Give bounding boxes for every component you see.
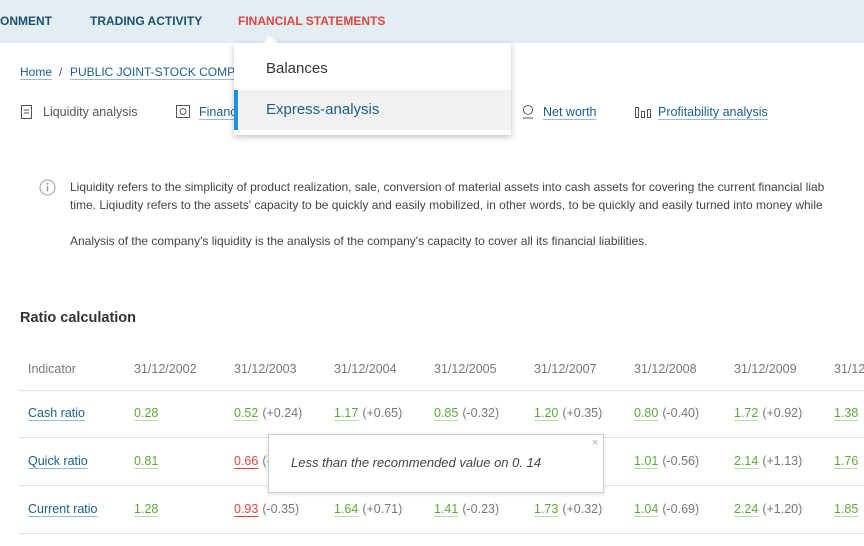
ratio-change: (-0.69) bbox=[662, 502, 700, 516]
info-text: Liquidity refers to the simplicity of pr… bbox=[70, 180, 825, 194]
column-header: 31/12/2004 bbox=[334, 362, 397, 376]
breadcrumb-separator: / bbox=[59, 65, 63, 79]
ratio-change: (-0.23) bbox=[462, 502, 500, 516]
ratio-value[interactable]: 1.28 bbox=[134, 502, 159, 516]
column-header: Indicator bbox=[28, 362, 76, 376]
icon-info bbox=[39, 179, 56, 196]
icon-doc bbox=[21, 105, 32, 119]
menu-item-indicator bbox=[234, 90, 238, 130]
menu-item-highlight bbox=[234, 90, 511, 130]
breadcrumb-link[interactable]: Home bbox=[20, 65, 53, 79]
ratio-change: (+0.35) bbox=[562, 406, 603, 420]
tooltip: Less than the recommended value on 0. 14… bbox=[268, 434, 604, 493]
icon-medal bbox=[523, 105, 533, 119]
ratio-value[interactable]: 2.14 bbox=[734, 454, 759, 468]
ratio-value[interactable]: 0.28 bbox=[134, 406, 159, 420]
column-header: 31/12 bbox=[834, 362, 864, 376]
ratio-change: (- bbox=[262, 454, 271, 468]
ratio-change: (-0.56) bbox=[662, 454, 700, 468]
indicator-link[interactable]: Current ratio bbox=[28, 502, 98, 516]
ratio-value[interactable]: 1.17 bbox=[334, 406, 359, 420]
ratio-value[interactable]: 0.81 bbox=[134, 454, 159, 468]
ratio-value[interactable]: 1.85 bbox=[834, 502, 859, 516]
ratio-value[interactable]: 0.66 bbox=[234, 454, 259, 468]
ratio-value[interactable]: 1.76 bbox=[834, 454, 859, 468]
tab[interactable]: Net worth bbox=[543, 105, 597, 119]
column-header: 31/12/2003 bbox=[234, 362, 297, 376]
ratio-value[interactable]: 0.93 bbox=[234, 502, 259, 516]
tab: Liquidity analysis bbox=[43, 105, 138, 119]
section-title: Ratio calculation bbox=[20, 310, 137, 326]
breadcrumb-link[interactable]: PUBLIC JOINT-STOCK COMPA bbox=[70, 65, 243, 79]
ratio-change: (+0.32) bbox=[562, 502, 603, 516]
info-text: Analysis of the company's liquidity is t… bbox=[70, 234, 648, 248]
ratio-value[interactable]: 1.20 bbox=[534, 406, 559, 420]
ratio-value[interactable]: 0.52 bbox=[234, 406, 259, 420]
menu-item[interactable]: Balances bbox=[266, 60, 328, 77]
column-header: 31/12/2007 bbox=[534, 362, 597, 376]
ratio-value[interactable]: 0.85 bbox=[434, 406, 459, 420]
ratio-value[interactable]: 0.80 bbox=[634, 406, 659, 420]
tab[interactable]: Profitability analysis bbox=[658, 105, 768, 119]
row-divider bbox=[18, 390, 864, 391]
indicator-link[interactable]: Cash ratio bbox=[28, 406, 85, 420]
ratio-value[interactable]: 1.04 bbox=[634, 502, 659, 516]
icon-safe bbox=[176, 105, 190, 118]
ratio-change: (+0.92) bbox=[762, 406, 803, 420]
ratio-value[interactable]: 1.64 bbox=[334, 502, 359, 516]
indicator-link[interactable]: Quick ratio bbox=[28, 454, 88, 468]
ratio-change: (+1.20) bbox=[762, 502, 803, 516]
ratio-change: (+0.71) bbox=[362, 502, 403, 516]
nav-item[interactable]: TRADING ACTIVITY bbox=[90, 14, 203, 28]
ratio-change: (-0.35) bbox=[262, 502, 300, 516]
ratio-change: (+1.13) bbox=[762, 454, 803, 468]
tooltip-close[interactable]: × bbox=[592, 437, 599, 449]
ratio-value[interactable]: 1.72 bbox=[734, 406, 759, 420]
ratio-change: (+0.24) bbox=[262, 406, 303, 420]
ratio-change: (-0.40) bbox=[662, 406, 700, 420]
column-header: 31/12/2009 bbox=[734, 362, 797, 376]
tooltip-text: Less than the recommended value on 0. 14 bbox=[291, 455, 542, 470]
ratio-value[interactable]: 2.24 bbox=[734, 502, 759, 516]
column-header: 31/12/2008 bbox=[634, 362, 697, 376]
info-text: time. Liqiudity refers to the assets' ca… bbox=[70, 198, 823, 212]
menu-item[interactable]: Express-analysis bbox=[266, 101, 380, 118]
nav-item[interactable]: ONMENT bbox=[0, 14, 52, 28]
column-header: 31/12/2005 bbox=[434, 362, 497, 376]
icon-bars bbox=[635, 107, 651, 118]
tab[interactable]: Financ bbox=[199, 105, 237, 119]
ratio-value[interactable]: 1.38 bbox=[834, 406, 859, 420]
ratio-value[interactable]: 1.41 bbox=[434, 502, 459, 516]
nav-item[interactable]: FINANCIAL STATEMENTS bbox=[238, 14, 386, 28]
ratio-change: (+0.65) bbox=[362, 406, 403, 420]
dropdown-menu: Balances Express-analysis bbox=[234, 36, 511, 135]
column-header: 31/12/2002 bbox=[134, 362, 197, 376]
dropdown-caret bbox=[262, 36, 278, 44]
ratio-value[interactable]: 1.73 bbox=[534, 502, 559, 516]
top-nav bbox=[0, 0, 864, 43]
ratio-value[interactable]: 1.01 bbox=[634, 454, 659, 468]
row-divider bbox=[18, 533, 864, 534]
ratio-change: (-0.32) bbox=[462, 406, 500, 420]
